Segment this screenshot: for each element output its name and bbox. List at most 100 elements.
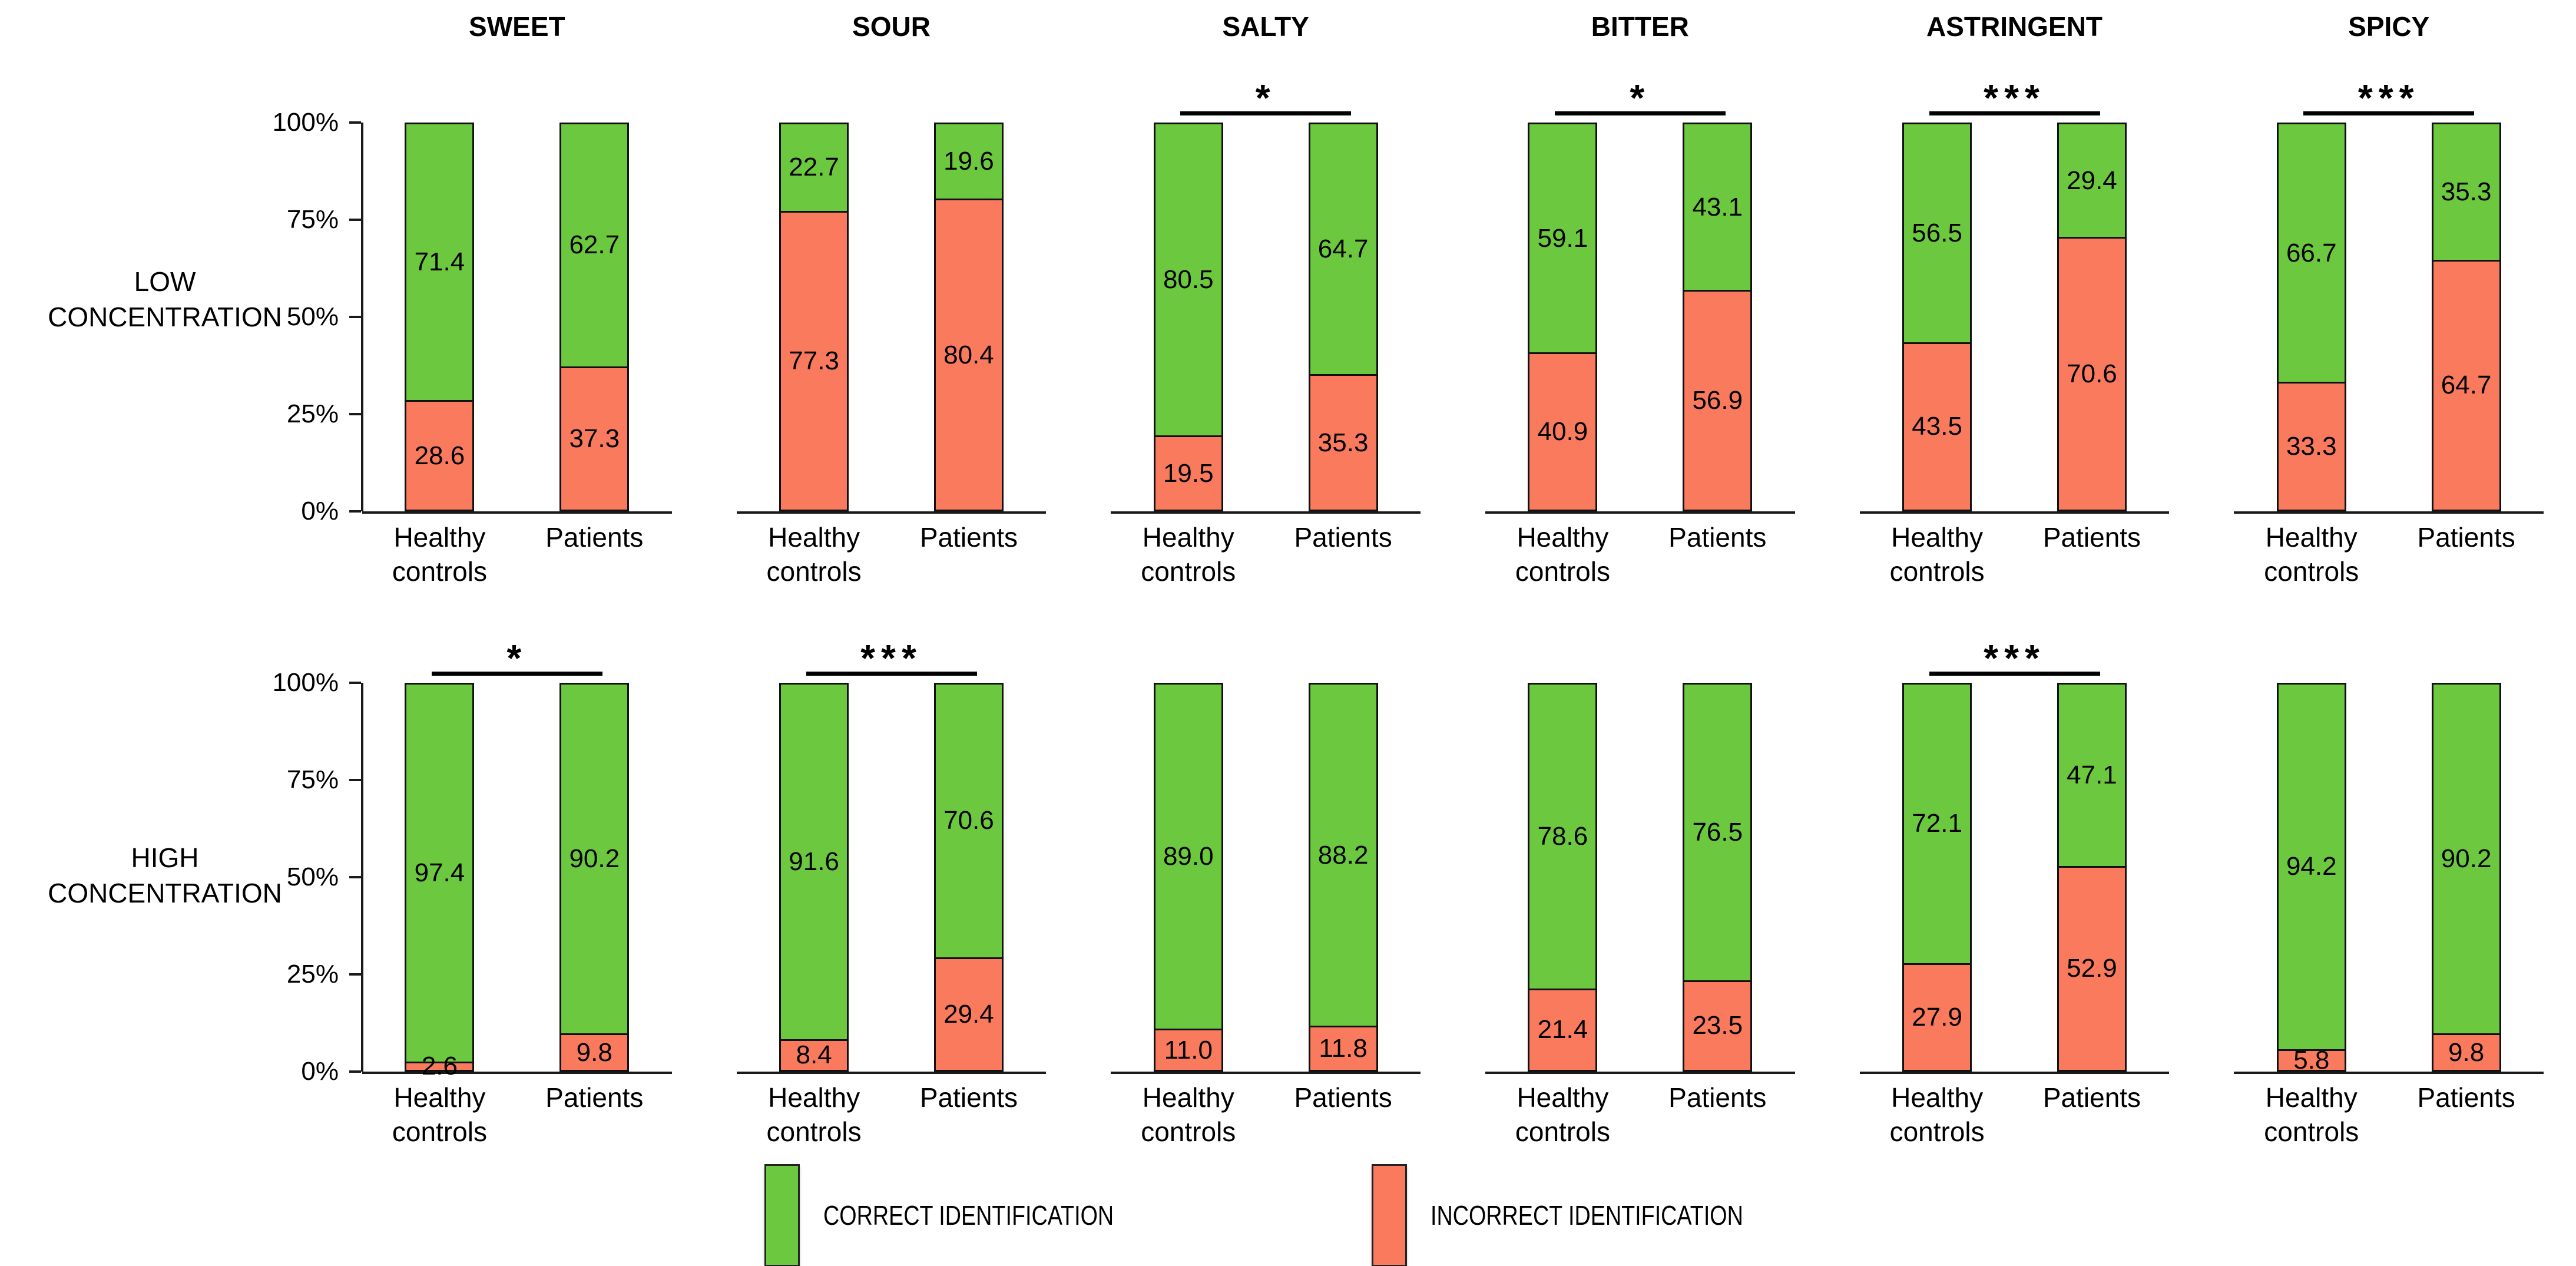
incorrect-value-label: 35.3 <box>1317 428 1369 457</box>
category-label-text: Healthy controls <box>2264 522 2359 587</box>
significance-area <box>2201 618 2576 683</box>
category-label-text: Healthy controls <box>392 522 487 587</box>
chart-high-spicy: 94.2 5.8 90.2 9.8 Healthy controls Patients <box>2201 603 2576 1149</box>
significance-area: *** <box>2201 58 2576 123</box>
significance-stars: *** <box>860 637 922 679</box>
incorrect-value-label: 11.8 <box>1319 1034 1368 1063</box>
incorrect-segment: 40.9 <box>1528 352 1598 511</box>
stacked-bar-patients: 70.6 29.4 <box>933 683 1004 1072</box>
incorrect-segment: 29.4 <box>933 957 1004 1072</box>
bar-slot: 62.7 37.3 <box>517 123 672 511</box>
significance-area <box>1453 618 1827 683</box>
category-label: Patients <box>2389 521 2544 589</box>
stacked-bar-healthy-controls: 22.7 77.3 <box>779 123 849 511</box>
significance-line <box>806 672 977 676</box>
category-labels: Healthy controls Patients <box>1860 521 2170 589</box>
category-label: Patients <box>517 1081 672 1149</box>
correct-segment: 43.1 <box>1683 123 1753 290</box>
incorrect-segment: 8.4 <box>779 1039 849 1072</box>
chart-high-astringent: *** 72.1 27.9 47.1 52.9 Healthy controls Patie… <box>1827 603 2202 1149</box>
category-label: Healthy controls <box>2234 1081 2389 1149</box>
category-labels: Healthy controls Patients <box>737 1081 1047 1149</box>
category-label-text: Patients <box>2417 1082 2515 1113</box>
y-tick <box>349 876 361 878</box>
bars-area: 91.6 8.4 70.6 29.4 <box>737 683 1047 1072</box>
y-tick-label: 100% <box>272 108 339 137</box>
y-tick <box>349 121 361 124</box>
stacked-bar-patients: 47.1 52.9 <box>2057 683 2127 1072</box>
incorrect-segment: 43.5 <box>1902 342 1972 511</box>
row-high-concentration: HIGH CONCENTRATION * 100% 75% 50% 25% 0% 97.4 2… <box>0 603 2576 1149</box>
incorrect-value-label: 29.4 <box>943 999 994 1029</box>
category-label-text: Healthy controls <box>1141 1082 1236 1147</box>
chart-low-astringent: ASTRINGENT *** 56.5 43.5 29.4 70.6 Healthy con… <box>1827 11 2202 589</box>
stacked-bar-patients: 43.1 56.9 <box>1683 123 1753 511</box>
category-label: Healthy controls <box>737 521 892 589</box>
incorrect-value-label: 43.5 <box>1912 412 1962 441</box>
category-label: Healthy controls <box>1111 1081 1266 1149</box>
correct-segment: 90.2 <box>2431 683 2501 1034</box>
y-tick-label: 50% <box>286 862 339 891</box>
chart-title: BITTER <box>1591 11 1689 42</box>
stacked-bar-healthy-controls: 94.2 5.8 <box>2276 683 2346 1075</box>
incorrect-segment: 19.5 <box>1153 435 1223 511</box>
chart-title <box>1827 603 2202 618</box>
stacked-bar-patients: 90.2 9.8 <box>2431 683 2501 1072</box>
y-tick <box>349 316 361 318</box>
stacked-bar-healthy-controls: 72.1 27.9 <box>1902 683 1972 1072</box>
y-axis <box>361 683 363 1072</box>
category-label-text: Healthy controls <box>1889 522 1985 587</box>
correct-segment: 66.7 <box>2276 123 2346 382</box>
correct-segment: 90.2 <box>559 683 630 1034</box>
stacked-bar-healthy-controls: 59.1 40.9 <box>1528 123 1598 511</box>
stacked-bar-healthy-controls: 66.7 33.3 <box>2276 123 2346 511</box>
stacked-bar-patients: 62.7 37.3 <box>559 123 630 511</box>
stacked-bar-patients: 35.3 64.7 <box>2431 123 2501 511</box>
y-tick-label: 50% <box>286 302 339 331</box>
correct-value-label: 88.2 <box>1317 840 1369 870</box>
row-low-concentration: LOW CONCENTRATION SWEET 100% 75% 50% 25% 0% 71… <box>0 11 2576 589</box>
incorrect-value-label: 27.9 <box>1912 1002 1962 1032</box>
incorrect-value-label: 21.4 <box>1537 1015 1588 1044</box>
category-label: Healthy controls <box>737 1081 892 1149</box>
category-labels: Healthy controls Patients <box>1860 1081 2170 1149</box>
correct-value-label: 59.1 <box>1537 223 1588 253</box>
stacked-bar-patients: 19.6 80.4 <box>933 123 1004 511</box>
y-tick <box>349 510 361 513</box>
category-label-text: Patients <box>1668 522 1767 553</box>
correct-value-label: 94.2 <box>2286 852 2337 881</box>
bar-slot: 56.5 43.5 <box>1860 123 2015 511</box>
chart-title <box>2201 603 2576 618</box>
correct-segment: 47.1 <box>2057 683 2127 866</box>
correct-segment: 35.3 <box>2431 123 2501 260</box>
plot-area: 56.5 43.5 29.4 70.6 <box>1859 123 2170 514</box>
significance-line <box>1929 111 2100 115</box>
correct-value-label: 90.2 <box>2441 844 2492 874</box>
correct-value-label: 62.7 <box>569 230 620 260</box>
category-label-text: Healthy controls <box>1515 522 1610 587</box>
category-labels: Healthy controls Patients <box>2234 521 2544 589</box>
bar-slot: 47.1 52.9 <box>2015 683 2170 1072</box>
plot-area: 89.0 11.0 88.2 11.8 <box>1111 683 1421 1074</box>
incorrect-segment: 64.7 <box>2431 259 2501 511</box>
plot-area: 59.1 40.9 43.1 56.9 <box>1485 123 1795 514</box>
bar-slot: 29.4 70.6 <box>2015 123 2170 511</box>
chart-low-bitter: BITTER * 59.1 40.9 43.1 56.9 Healthy controls P… <box>1453 11 1827 589</box>
incorrect-value-label: 80.4 <box>943 340 994 369</box>
stacked-bar-healthy-controls: 78.6 21.4 <box>1528 683 1598 1072</box>
chart-title <box>330 603 704 618</box>
bar-slot: 35.3 64.7 <box>2389 123 2544 511</box>
bar-slot: 97.4 2.6 <box>362 683 517 1080</box>
significance-line <box>1180 111 1352 115</box>
legend-label-correct: CORRECT IDENTIFICATION <box>823 1200 1114 1231</box>
bar-slot: 90.2 9.8 <box>517 683 672 1072</box>
y-tick <box>349 682 361 684</box>
bars-area: 97.4 2.6 90.2 9.8 <box>362 683 672 1080</box>
correct-segment: 91.6 <box>779 683 849 1039</box>
category-label: Patients <box>2389 1081 2544 1149</box>
incorrect-value-label: 9.8 <box>2448 1037 2485 1067</box>
correct-value-label: 71.4 <box>414 247 465 277</box>
plot-area: 22.7 77.3 19.6 80.4 <box>736 123 1047 514</box>
category-labels: Healthy controls Patients <box>362 521 672 589</box>
y-tick-label: 25% <box>286 399 339 428</box>
